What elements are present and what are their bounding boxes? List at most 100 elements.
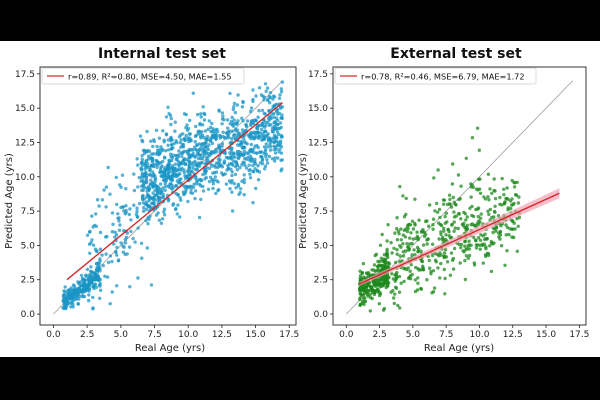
- data-point: [361, 261, 366, 266]
- data-point: [366, 274, 371, 278]
- data-point: [141, 178, 145, 183]
- data-point: [406, 226, 410, 231]
- data-point: [153, 177, 158, 181]
- data-point: [173, 162, 178, 166]
- data-point: [204, 175, 208, 180]
- data-point: [391, 277, 395, 281]
- data-point: [162, 207, 167, 211]
- data-point: [148, 173, 153, 177]
- data-point: [80, 276, 85, 281]
- data-point: [72, 284, 77, 288]
- data-point: [439, 261, 443, 266]
- data-point: [151, 191, 155, 195]
- data-point: [442, 202, 446, 206]
- data-point: [469, 195, 473, 199]
- data-point: [258, 150, 263, 154]
- data-point: [203, 112, 207, 117]
- data-point: [197, 161, 202, 165]
- data-point: [491, 230, 495, 235]
- data-point: [104, 205, 108, 209]
- data-point: [516, 224, 520, 228]
- data-point: [193, 140, 197, 144]
- data-point: [398, 306, 402, 310]
- data-point: [240, 145, 244, 149]
- data-point: [265, 158, 269, 162]
- data-point: [264, 148, 268, 152]
- data-point: [242, 193, 246, 197]
- data-point: [432, 176, 436, 180]
- data-point: [360, 271, 364, 276]
- data-point: [139, 241, 144, 245]
- data-point: [195, 143, 199, 147]
- data-point: [117, 219, 121, 223]
- data-point: [358, 288, 362, 293]
- data-point: [266, 97, 270, 102]
- data-point: [503, 263, 507, 267]
- data-point: [504, 196, 508, 201]
- data-point: [190, 191, 195, 195]
- data-point: [396, 303, 400, 308]
- data-point: [259, 93, 264, 97]
- data-point: [517, 195, 521, 199]
- data-point: [169, 122, 173, 127]
- data-point: [198, 177, 202, 182]
- data-point: [395, 275, 399, 279]
- data-point: [422, 230, 427, 234]
- data-point: [370, 268, 374, 272]
- data-point: [169, 155, 173, 159]
- data-point: [358, 297, 362, 302]
- data-point: [127, 245, 132, 249]
- x-tick-label: 17.5: [569, 330, 589, 340]
- data-point: [249, 106, 254, 110]
- data-point: [209, 150, 213, 154]
- y-tick-label: 12.5: [308, 138, 328, 148]
- data-point: [119, 185, 123, 189]
- legend-box: [334, 67, 537, 85]
- data-point: [260, 162, 265, 166]
- data-point: [179, 151, 183, 155]
- data-point: [190, 163, 195, 167]
- data-point: [278, 121, 283, 125]
- data-point: [176, 192, 180, 197]
- fit-line-group: [66, 102, 283, 281]
- data-point: [225, 132, 229, 136]
- data-point: [247, 163, 251, 167]
- data-point: [476, 236, 481, 240]
- data-point: [513, 227, 517, 231]
- data-point: [185, 185, 189, 189]
- data-point: [419, 249, 423, 253]
- data-point: [160, 147, 164, 151]
- x-tick-label: 15.0: [246, 330, 266, 340]
- data-point: [279, 87, 283, 91]
- data-point: [376, 267, 381, 272]
- data-point: [362, 275, 366, 279]
- data-point: [224, 182, 229, 186]
- data-point: [151, 170, 155, 174]
- data-point: [498, 195, 502, 200]
- data-point: [165, 172, 170, 176]
- data-point: [505, 249, 509, 253]
- data-point: [176, 168, 180, 172]
- data-point: [463, 244, 467, 248]
- data-point: [254, 94, 258, 98]
- data-point: [199, 197, 203, 202]
- data-point: [273, 126, 277, 130]
- data-point: [378, 290, 382, 295]
- data-point: [471, 214, 476, 219]
- data-point: [276, 156, 280, 160]
- data-point: [401, 194, 405, 198]
- data-point: [207, 179, 212, 184]
- data-point: [385, 239, 389, 243]
- y-tick-label: 2.5: [314, 276, 328, 286]
- data-point: [464, 254, 469, 258]
- data-point: [207, 143, 211, 147]
- data-point: [175, 174, 179, 178]
- data-point: [152, 202, 156, 206]
- data-point: [226, 118, 230, 122]
- data-point: [241, 100, 245, 105]
- data-point: [111, 242, 116, 246]
- data-point: [393, 231, 397, 235]
- data-point: [189, 169, 193, 174]
- data-point: [499, 244, 504, 248]
- data-point: [69, 291, 73, 295]
